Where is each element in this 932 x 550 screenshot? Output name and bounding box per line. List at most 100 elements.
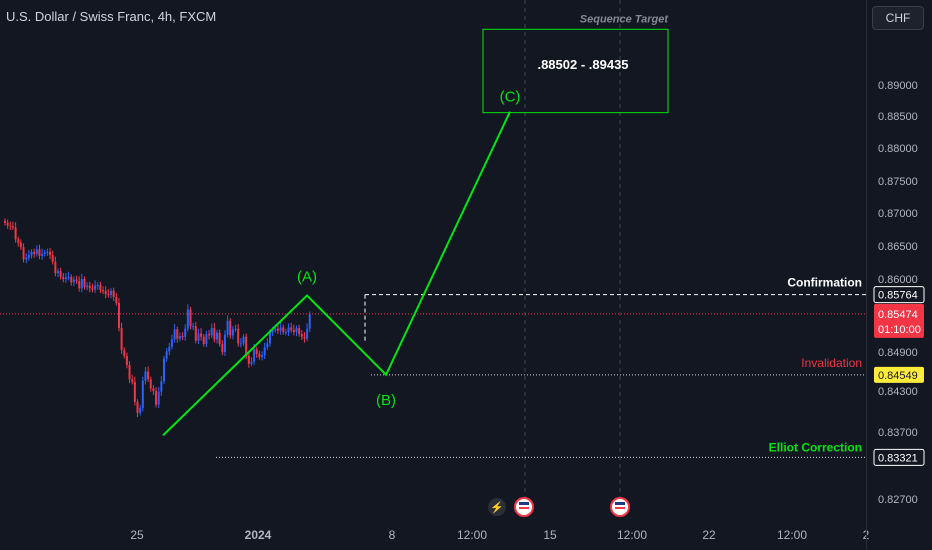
candle-body: [205, 334, 208, 345]
candle-body: [274, 328, 277, 331]
candle-body: [72, 279, 75, 283]
candle-body: [147, 371, 150, 380]
price-tick-label: 0.86500: [878, 241, 918, 253]
candle-body: [107, 294, 110, 296]
candle-body: [253, 349, 256, 362]
price-tick-label: 0.84300: [878, 386, 918, 398]
candle-body: [266, 343, 269, 348]
time-tick-label: 12:00: [617, 528, 647, 542]
us-flag-icon-stripe-0: [519, 502, 529, 505]
candle-body: [261, 355, 264, 358]
flash-icon: [488, 498, 506, 516]
candle-body: [163, 358, 165, 382]
candle-body: [237, 328, 240, 344]
candle-body: [157, 391, 160, 405]
flash-icon-glyph: ⚡: [490, 501, 504, 514]
candle-body: [308, 314, 311, 329]
candle-body: [234, 328, 237, 330]
candle-body: [94, 285, 97, 290]
wave-label-a: (A): [297, 269, 317, 286]
us-flag-icon-stripe-1: [615, 502, 625, 505]
candle-body: [112, 290, 115, 297]
candle-body: [279, 327, 282, 331]
candle-body: [41, 253, 44, 256]
currency-button[interactable]: CHF: [872, 6, 924, 30]
candle-body: [178, 336, 181, 339]
candle-body: [64, 277, 67, 279]
candle-body: [38, 249, 41, 256]
candle-body: [117, 302, 120, 329]
candle-body: [43, 252, 46, 254]
candle-body: [255, 349, 258, 354]
candle-body: [30, 251, 33, 256]
candle-body: [210, 328, 213, 336]
annotations: Confirmation Invalidation Elliot Correctio…: [482, 13, 862, 517]
sequence-target-box: [482, 28, 669, 114]
candle-body: [51, 255, 54, 262]
grid: [524, 0, 621, 520]
candle-body: [19, 242, 22, 248]
price-tick-label: 0.87000: [878, 208, 918, 220]
candle-body: [300, 334, 303, 337]
confirmation-price-tag: 0.85764: [878, 290, 918, 302]
candle-body: [46, 251, 49, 253]
candle-body: [292, 330, 295, 333]
candle-body: [139, 408, 142, 413]
candle-body: [197, 333, 200, 341]
invalidation-label: Invalidation: [801, 356, 862, 370]
elliot-correction-label: Elliot Correction: [769, 440, 862, 454]
candle-body: [86, 285, 89, 287]
candle-body: [181, 336, 184, 338]
candle-body: [218, 332, 221, 345]
candle-body: [133, 381, 136, 402]
candle-body: [99, 284, 102, 291]
price-axis: 0.89000 0.88500 0.88000 0.87500 0.87000 0.865…: [873, 80, 925, 506]
axis-separator: [866, 0, 867, 550]
candle-body: [35, 249, 38, 254]
candle-body: [165, 351, 168, 359]
price-tick-label: 0.83700: [878, 427, 918, 439]
candle-body: [184, 328, 187, 337]
candle-body: [27, 255, 30, 258]
candle-body: [170, 339, 173, 347]
wave-line: [162, 111, 511, 437]
candle-body: [290, 327, 293, 331]
candle-body: [67, 277, 70, 279]
candle-body: [226, 320, 229, 335]
candle-body: [306, 328, 309, 339]
price-tick-label: 0.88500: [878, 111, 918, 123]
candle-body: [125, 355, 128, 365]
candle-body: [9, 225, 12, 227]
candle-body: [128, 365, 131, 380]
wave-label-b: (B): [376, 392, 396, 409]
candle-body: [160, 381, 163, 392]
candle-body: [4, 220, 6, 223]
invalidation-price-tag: 0.84549: [878, 370, 918, 382]
candle-body: [176, 329, 179, 339]
time-tick-label: 15: [543, 528, 557, 542]
price-tick-label: 0.82700: [878, 494, 918, 506]
candle-body: [282, 327, 285, 333]
candle-body: [136, 401, 139, 413]
candle-body: [96, 284, 99, 286]
candle-body: [62, 277, 65, 279]
candle-body: [155, 391, 158, 405]
candle-body: [247, 355, 250, 364]
candle-body: [173, 329, 176, 340]
candle-body: [213, 328, 216, 340]
candle-body: [54, 261, 57, 274]
candle-body: [269, 332, 271, 344]
candle-body: [120, 328, 123, 351]
time-tick-label: 12:00: [777, 528, 807, 542]
candle-body: [78, 280, 81, 289]
candle-body: [231, 329, 234, 336]
candle-body: [271, 330, 274, 333]
candle-body: [202, 336, 205, 345]
candle-body: [208, 334, 211, 336]
candle-body: [123, 350, 126, 356]
candle-body: [6, 222, 9, 226]
candle-body: [221, 344, 224, 352]
